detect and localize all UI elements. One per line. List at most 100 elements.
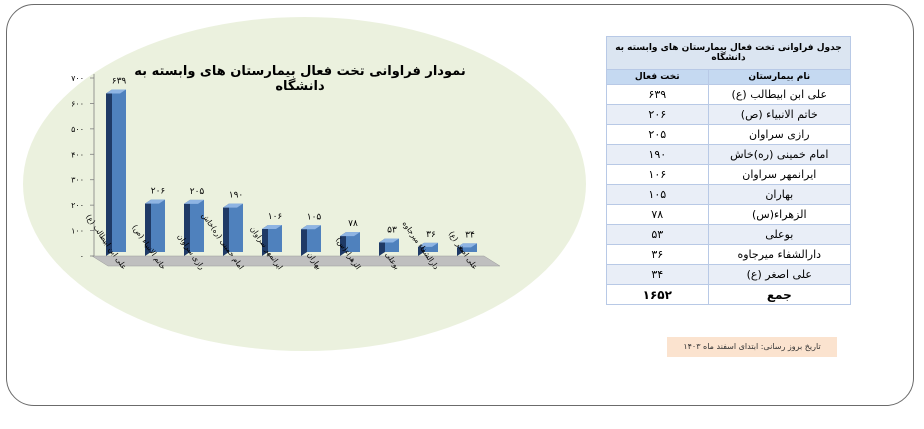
bar [106,89,126,256]
update-note: تاریخ بروز رسانی: ابتدای اسفند ماه ۱۴۰۳ [667,337,837,357]
y-tick-label: ۰ [80,252,84,261]
bed-count: ۵۳ [606,224,709,245]
value-label: ۲۰۶ [151,187,166,197]
table-row: ایرانمهر سراوان ۱۰۶ [606,164,852,185]
bar-side [223,203,229,256]
bar [418,242,438,256]
table-total-row: جمع ۱۶۵۲ [606,284,852,305]
bar-top [457,243,477,248]
bar-side [340,232,346,256]
value-label: ۷۸ [348,219,358,229]
bar [145,199,165,256]
value-label: ۱۰۶ [268,212,283,222]
table-row: امام خمینی (ره)خاش ۱۹۰ [606,144,852,165]
table-caption: جدول فراوانی تخت فعال بیمارستان های وابس… [606,36,851,70]
y-tick-label: ۱۰۰ [71,227,84,236]
table-row: علی ابن ابیطالب (ع) ۶۳۹ [606,84,852,105]
bar-front [424,242,438,252]
table-body: علی ابن ابیطالب (ع) ۶۳۹ خاتم الانبیاء (ص) ۲… [606,84,852,285]
hospital-name: رازی سراوان [707,124,852,145]
bar [223,203,243,256]
bed-count: ۱۰۶ [606,164,709,185]
y-tick-label: ۳۰۰ [71,176,84,185]
bar-front [151,199,165,252]
bar-top [223,203,243,208]
bar-front [307,225,321,252]
y-tick-label: ۷۰۰ [71,74,84,83]
value-label: ۱۰۵ [307,212,322,222]
table-row: الزهراء(س) ۷۸ [606,204,852,225]
y-tick-label: ۵۰۰ [71,125,84,134]
bar-top [340,232,360,237]
table-row: دارالشفاء میرجاوه ۳۶ [606,244,852,265]
y-tick-label: ۲۰۰ [71,201,84,210]
bar-front [112,89,126,252]
chart-title: نمودار فراوانی تخت فعال بیمارستان های وا… [134,64,466,94]
bed-count: ۱۹۰ [606,144,709,165]
value-label: ۲۰۵ [190,187,205,197]
bar-side [106,89,112,256]
hospital-name: بهاران [707,184,852,205]
bed-count: ۲۰۵ [606,124,709,145]
value-label: ۵۳ [387,226,397,236]
table-row: بوعلی ۵۳ [606,224,852,245]
bar-side [262,225,268,256]
table-row: بهاران ۱۰۵ [606,184,852,205]
bar-top [106,89,126,94]
header-beds: تخت فعال [606,69,709,85]
table-row: علی اصغر (ع) ۳۴ [606,264,852,285]
beds-table: جدول فراوانی تخت فعال بیمارستان های وابس… [606,36,852,305]
bar [301,225,321,256]
hospital-name: بوعلی [707,224,852,245]
hospital-name: خاتم الانبیاء (ص) [707,104,852,125]
bar-top [184,199,204,204]
hospital-name: علی اصغر (ع) [707,264,852,285]
y-tick-label: ۶۰۰ [71,99,84,108]
bar-top [145,199,165,204]
bar [184,199,204,256]
total-value: ۱۶۵۲ [606,284,709,305]
value-label: ۳۴ [465,230,475,240]
hospital-name: دارالشفاء میرجاوه [707,244,852,265]
bar-front [190,199,204,252]
bar-top [418,242,438,247]
bar-top [379,238,399,243]
y-axis: ۰ ۱۰۰ ۲۰۰ ۳۰۰ ۴۰۰ ۵۰۰ ۶۰۰ ۷۰۰ [71,74,95,261]
value-label: ۳۶ [426,230,436,240]
hospital-name: الزهراء(س) [707,204,852,225]
bar-side [184,199,190,256]
bars [106,89,477,256]
bar-front [463,243,477,252]
bar-front [229,203,243,252]
bed-count: ۱۰۵ [606,184,709,205]
hospital-name: ایرانمهر سراوان [707,164,852,185]
chart-floor [91,255,501,267]
bar [379,238,399,256]
bed-count: ۲۰۶ [606,104,709,125]
bar-side [379,238,385,256]
header-name: نام بیمارستان [707,69,852,85]
hospital-name: امام خمینی (ره)خاش [707,144,852,165]
bed-count: ۶۳۹ [606,84,709,105]
table-row: خاتم الانبیاء (ص) ۲۰۶ [606,104,852,125]
hospital-name: علی ابن ابیطالب (ع) [707,84,852,105]
table-row: رازی سراوان ۲۰۵ [606,124,852,145]
y-tick-label: ۴۰۰ [71,150,84,159]
bed-count: ۳۴ [606,264,709,285]
value-labels: ۶۳۹ ۲۰۶ ۲۰۵ ۱۹۰ ۱۰۶ ۱۰۵ ۷۸ ۵۳ ۳۶ ۳۴ [112,77,475,241]
bed-count: ۳۶ [606,244,709,265]
bar-side [145,199,151,256]
value-label: ۱۹۰ [229,191,244,201]
bar-top [301,225,321,230]
bar [457,243,477,256]
bar-side [301,225,307,256]
bar-top [262,225,282,230]
bar [340,232,360,256]
bed-count: ۷۸ [606,204,709,225]
bar-front [346,232,360,252]
bar [262,225,282,256]
value-label: ۶۳۹ [112,77,127,87]
floor-plane [91,255,501,267]
bar-front [268,225,282,252]
